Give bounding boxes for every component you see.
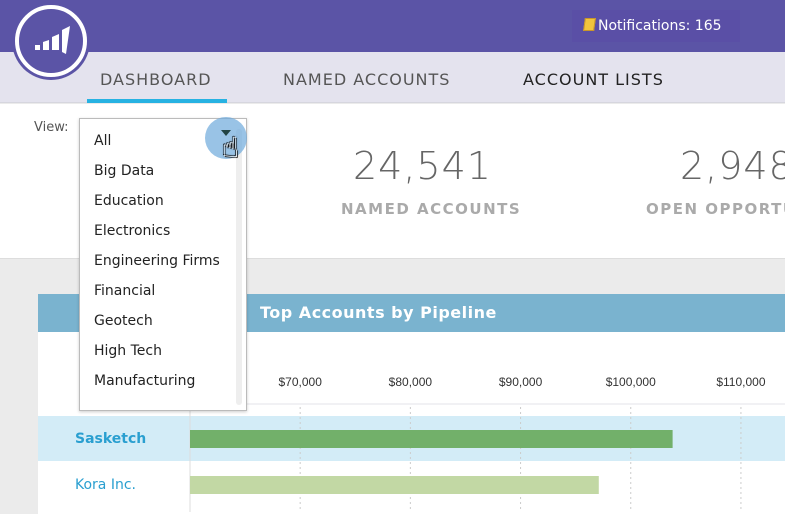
active-tab-indicator	[87, 99, 227, 103]
dropdown-option[interactable]: Geotech	[94, 313, 153, 329]
stat-value: 24,541	[353, 144, 492, 188]
tab-account-lists[interactable]: ACCOUNT LISTS	[523, 70, 664, 89]
logo[interactable]	[15, 5, 87, 77]
view-label: View:	[34, 120, 69, 135]
dropdown-option[interactable]: Education	[94, 193, 164, 209]
dropdown-option[interactable]: Big Data	[94, 163, 155, 179]
caret-down-icon	[221, 130, 231, 136]
tab-dashboard[interactable]: DASHBOARD	[100, 70, 212, 89]
dropdown-option[interactable]: Engineering Firms	[94, 253, 220, 269]
notifications-button[interactable]: Notifications: 165	[572, 10, 740, 42]
tick-label: $80,000	[389, 375, 433, 389]
view-dropdown-list[interactable]: All Big Data Education Electronics Engineeri…	[79, 118, 247, 411]
dropdown-option[interactable]: Manufacturing	[94, 373, 196, 389]
tick-label: $90,000	[499, 375, 543, 389]
bar	[190, 430, 673, 448]
dropdown-option[interactable]: All	[94, 133, 112, 149]
account-label[interactable]: Sasketch	[75, 431, 146, 447]
stat-value: 2,948	[680, 144, 785, 188]
logo-bars-icon	[35, 26, 70, 54]
tick-label: $110,000	[716, 375, 765, 389]
stat-label: NAMED ACCOUNTS	[341, 200, 522, 218]
dropdown-toggle-button[interactable]: ☝	[205, 117, 247, 164]
tick-label: $100,000	[606, 375, 656, 389]
main-nav: DASHBOARD NAMED ACCOUNTS ACCOUNT LISTS	[0, 52, 785, 103]
stat-label: OPEN OPPORTU	[646, 200, 785, 218]
hand-cursor-icon: ☝	[222, 131, 240, 164]
pipeline-chart: $70,000 $80,000 $90,000 $100,000 $110,000 Sas…	[38, 375, 785, 512]
notifications-label: Notifications: 165	[598, 18, 722, 34]
account-label[interactable]: Kora Inc.	[75, 477, 136, 493]
tick-label: $70,000	[278, 375, 322, 389]
dropdown-option[interactable]: Electronics	[94, 223, 171, 239]
dropdown-option[interactable]: Financial	[94, 283, 156, 299]
tab-named-accounts[interactable]: NAMED ACCOUNTS	[283, 70, 451, 89]
dropdown-option[interactable]: High Tech	[94, 343, 162, 359]
note-icon	[583, 18, 596, 31]
top-bar: Notifications: 165	[0, 0, 785, 52]
dropdown-scrollbar[interactable]	[236, 129, 242, 405]
bar	[190, 476, 599, 494]
